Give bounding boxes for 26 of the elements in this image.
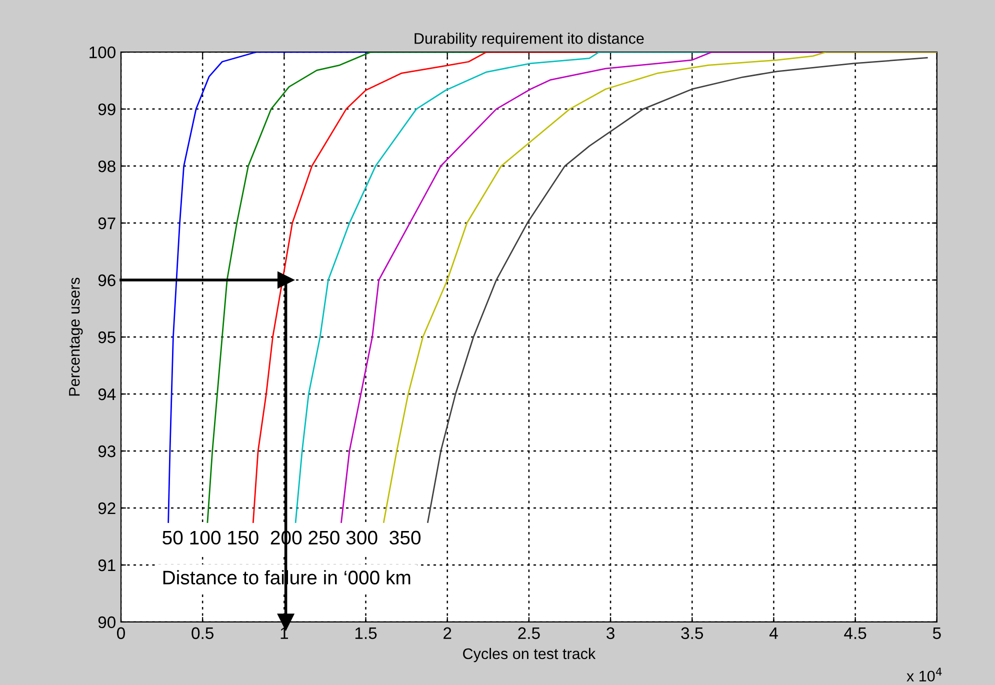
y-tick-label: 97 — [98, 217, 116, 230]
x-tick-label: 3 — [606, 627, 614, 640]
x-tick-label: 5 — [932, 627, 941, 640]
y-tick-label: 96 — [98, 274, 116, 286]
x-tick-label: 0.5 — [192, 627, 214, 640]
y-tick-label: 93 — [98, 445, 116, 458]
x-tick-label: 3.5 — [681, 627, 704, 640]
x-tick-label: 0 — [117, 627, 125, 640]
x-tick-label: 4 — [769, 627, 778, 639]
x-tick-label: 1.5 — [355, 627, 377, 640]
y-tick-label: 92 — [98, 502, 116, 514]
y-axis-title: Percentage users — [69, 278, 83, 396]
y-tick-label: 90 — [98, 616, 116, 628]
x-tick-label: 4.5 — [844, 627, 866, 640]
y-tick-label: 100 — [90, 46, 116, 58]
x-tick-label: 2 — [444, 627, 452, 639]
text: x 10$^{4}$ — [906, 668, 942, 682]
x-tick-label: 1 — [280, 627, 288, 639]
x-tick-label: 2.5 — [518, 627, 540, 640]
chart-title: Durability requirement ito distance — [414, 32, 644, 47]
y-tick-label: 99 — [98, 103, 116, 116]
y-tick-label: 98 — [98, 160, 116, 172]
y-tick-label: 91 — [98, 559, 116, 572]
y-tick-label: 94 — [98, 388, 116, 400]
y-tick-label: 95 — [98, 331, 116, 344]
x-axis-title: Cycles on test track — [463, 648, 596, 662]
